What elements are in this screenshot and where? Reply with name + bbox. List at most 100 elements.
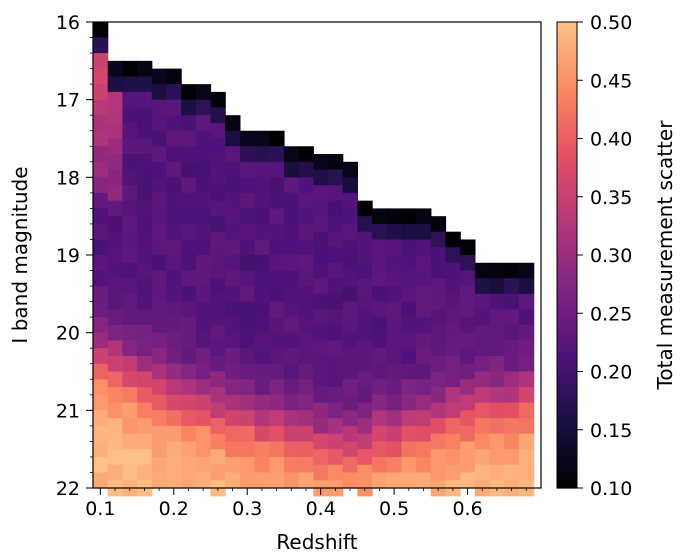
heatmap-cell	[122, 247, 138, 264]
heatmap-cell	[166, 301, 182, 318]
heatmap-cell	[210, 293, 226, 310]
heatmap-cell	[445, 340, 461, 357]
colorbar-swatch	[557, 68, 577, 74]
heatmap-cell	[107, 262, 123, 279]
heatmap-cell	[269, 177, 285, 194]
heatmap-cell	[239, 456, 256, 474]
heatmap-cell	[401, 286, 417, 303]
heatmap-cell	[151, 332, 168, 349]
heatmap-cell	[313, 402, 329, 419]
colorbar-tick-label: 0.25	[590, 303, 632, 325]
heatmap-cell	[195, 161, 212, 178]
colorbar-swatch	[557, 274, 577, 279]
heatmap-cell	[328, 418, 344, 435]
heatmap-cell	[137, 216, 153, 233]
heatmap-cell	[122, 464, 138, 481]
colorbar-swatch	[557, 208, 577, 213]
heatmap-cell	[181, 456, 197, 474]
heatmap-cell	[107, 107, 123, 124]
heatmap-cell	[283, 177, 300, 194]
heatmap-cell	[195, 115, 212, 132]
colorbar-swatch	[557, 126, 577, 132]
colorbar-swatch	[557, 464, 577, 470]
heatmap-cell	[210, 371, 226, 388]
heatmap-cell	[225, 456, 241, 474]
colorbar-swatch	[557, 22, 577, 27]
heatmap-cell	[166, 348, 182, 365]
colorbar-swatch	[557, 348, 577, 353]
heatmap-cell	[210, 262, 226, 279]
heatmap-cell	[166, 394, 182, 411]
colorbar-swatch	[557, 119, 577, 124]
heatmap-cell	[445, 449, 461, 466]
heatmap-cell	[489, 464, 505, 481]
colorbar-swatch	[557, 56, 577, 62]
heatmap-cell	[474, 309, 491, 326]
colorbar-swatch	[557, 476, 577, 481]
heatmap-cell	[239, 223, 256, 241]
heatmap-cell	[122, 449, 138, 466]
colorbar-swatch	[557, 212, 577, 217]
heatmap-cell	[328, 340, 344, 357]
heatmap-cell	[239, 161, 256, 178]
heatmap-cell	[283, 270, 300, 287]
x-tick-label: 0.1	[85, 498, 115, 520]
heatmap-cell	[416, 379, 432, 396]
heatmap-cell	[225, 223, 241, 241]
heatmap-cell	[460, 363, 476, 380]
heatmap-cell	[328, 324, 344, 342]
heatmap-cell	[137, 138, 153, 155]
heatmap-cell	[93, 286, 109, 303]
heatmap-cell	[504, 402, 520, 419]
heatmap-cell	[430, 293, 447, 310]
x-axis-label: Redshift	[276, 530, 357, 554]
colorbar-swatch	[557, 258, 577, 264]
heatmap-cell	[518, 418, 535, 435]
heatmap-cell	[107, 355, 123, 373]
heatmap-cell	[313, 371, 329, 388]
heatmap-cell	[195, 410, 212, 427]
heatmap-cell	[313, 231, 329, 248]
heatmap-cell	[166, 255, 182, 272]
heatmap-cell	[342, 301, 358, 318]
heatmap-cell	[386, 301, 403, 318]
heatmap-cell	[225, 441, 241, 458]
heatmap-cell	[107, 216, 123, 233]
heatmap-cell	[181, 239, 197, 256]
heatmap-cell	[122, 433, 138, 450]
heatmap-cell	[181, 410, 197, 427]
heatmap-cell	[401, 456, 417, 474]
heatmap-cell	[151, 363, 168, 380]
heatmap-cell	[328, 185, 344, 202]
heatmap-cell	[416, 270, 432, 287]
heatmap-cell	[445, 231, 461, 248]
heatmap-cell	[254, 379, 270, 396]
heatmap-cell	[298, 286, 314, 303]
colorbar-swatch	[557, 220, 577, 225]
colorbar-swatch	[557, 115, 577, 120]
heatmap-cell	[298, 301, 314, 318]
heatmap-cell	[210, 449, 226, 466]
heatmap-cell	[430, 278, 447, 295]
heatmap-cell	[372, 425, 388, 442]
heatmap-cell	[181, 130, 197, 147]
heatmap-cell	[328, 371, 344, 388]
colorbar-swatch	[557, 134, 577, 140]
heatmap-cell	[328, 278, 344, 295]
heatmap-cell	[210, 185, 226, 202]
heatmap-cell	[298, 146, 314, 163]
heatmap-cell	[357, 247, 373, 264]
heatmap-cell	[254, 286, 270, 303]
heatmap-cell	[357, 464, 373, 481]
heatmap-cell	[195, 363, 212, 380]
heatmap-cell	[225, 177, 241, 194]
heatmap-cell	[93, 161, 109, 178]
heatmap-cell	[401, 301, 417, 318]
heatmap-cell	[357, 340, 373, 357]
heatmap-cell	[166, 161, 182, 178]
heatmap-cell	[416, 363, 432, 380]
colorbar-swatch	[557, 355, 577, 361]
heatmap-cell	[93, 363, 109, 380]
heatmap-cell	[357, 278, 373, 295]
heatmap-cell	[328, 231, 344, 248]
